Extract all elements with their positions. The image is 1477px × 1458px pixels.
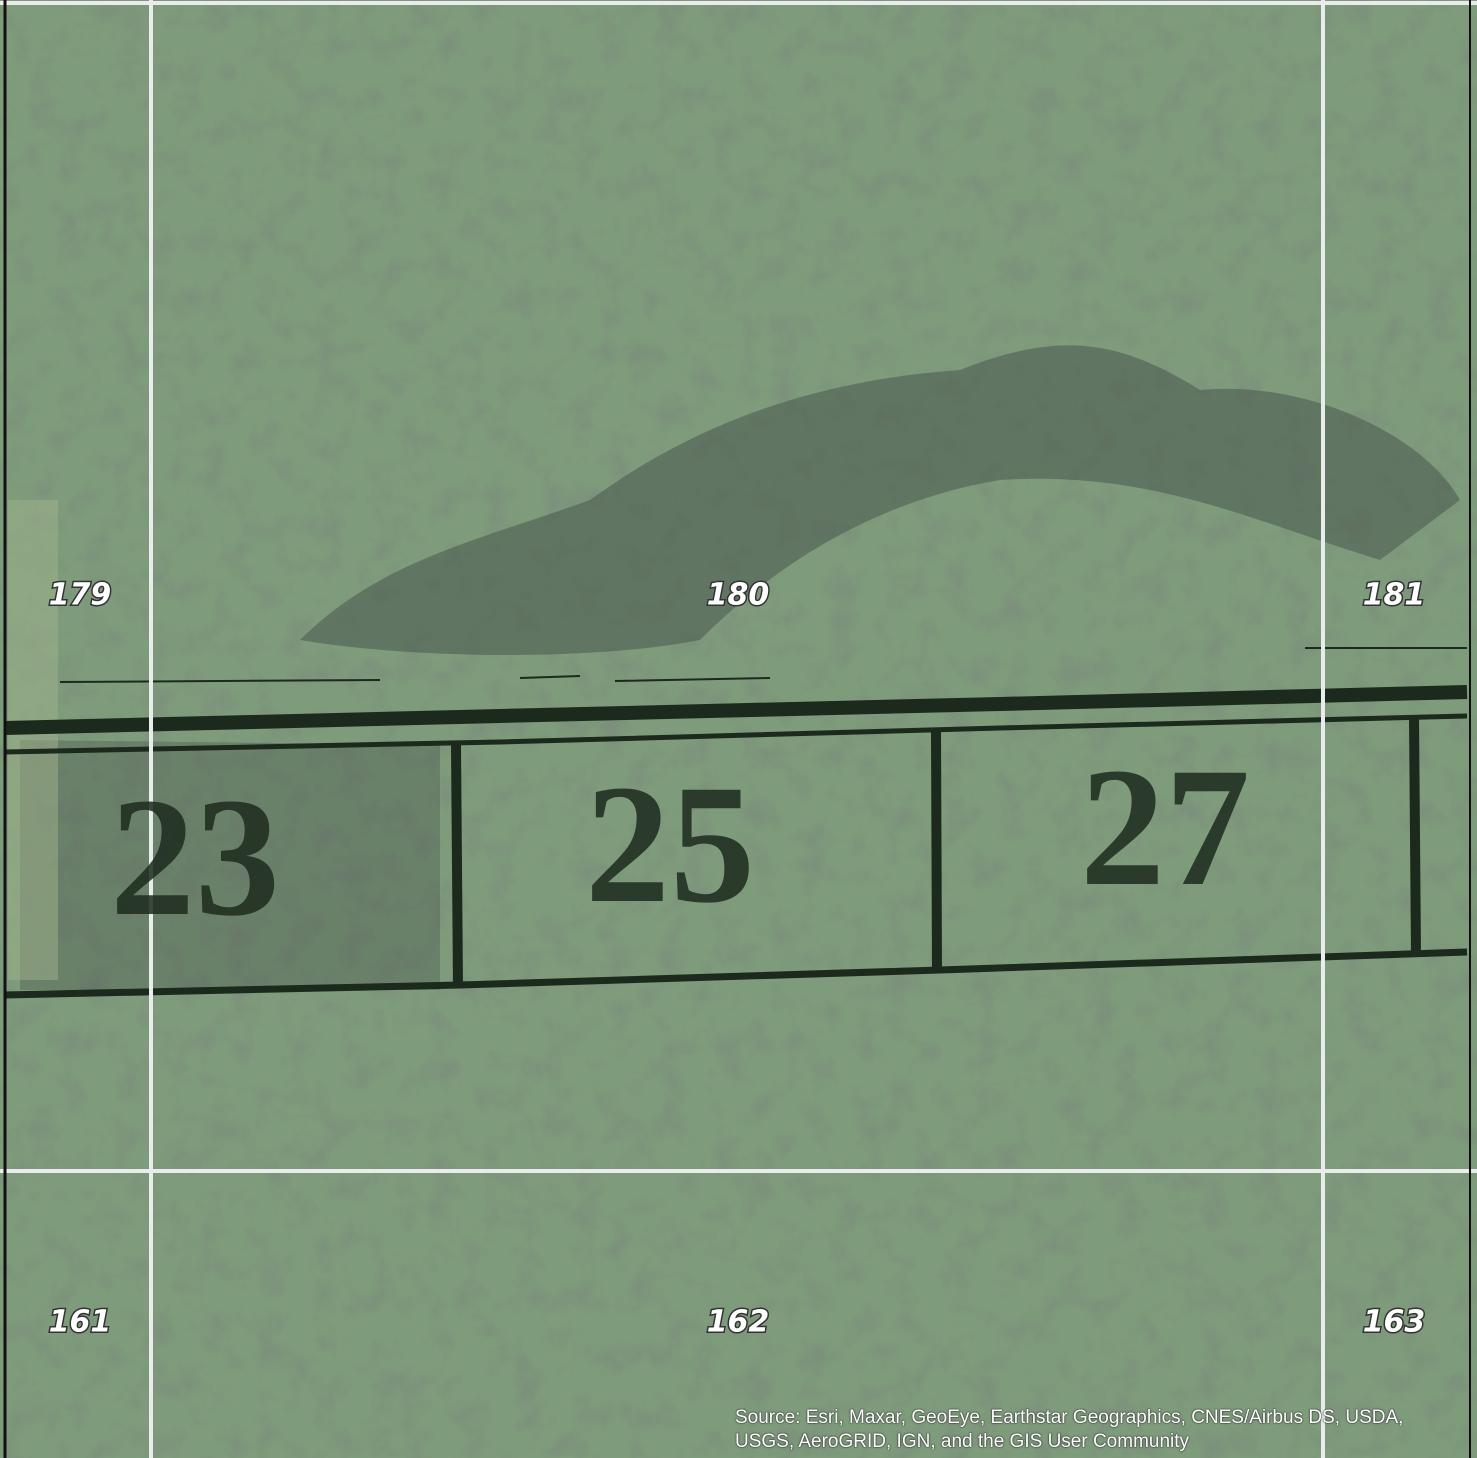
shadow-area bbox=[20, 740, 440, 990]
clearing bbox=[8, 500, 58, 980]
lot-number: 23 bbox=[110, 763, 280, 951]
grid-label: 161 bbox=[49, 1305, 112, 1340]
parcel-lines bbox=[4, 647, 1468, 999]
parcel-line bbox=[4, 713, 1468, 755]
grid-label: 162 bbox=[707, 1305, 770, 1340]
grid-label: 180 bbox=[707, 578, 770, 613]
grid-label: 181 bbox=[1363, 578, 1426, 613]
attribution: Source: Esri, Maxar, GeoEye, Earthstar G… bbox=[735, 1407, 1404, 1452]
lot-number: 27 bbox=[1080, 733, 1250, 921]
parcel-line bbox=[931, 731, 942, 973]
parcel-line bbox=[1409, 717, 1421, 956]
lot-number: 25 bbox=[585, 750, 755, 938]
parcel-line bbox=[4, 948, 1468, 999]
grid-label: 179 bbox=[49, 578, 112, 613]
parcel-line bbox=[4, 685, 1468, 735]
parcel-line bbox=[451, 744, 463, 989]
dimension-line bbox=[59, 647, 1467, 683]
grid-label: 163 bbox=[1363, 1305, 1426, 1340]
shadow-area bbox=[300, 345, 1460, 655]
